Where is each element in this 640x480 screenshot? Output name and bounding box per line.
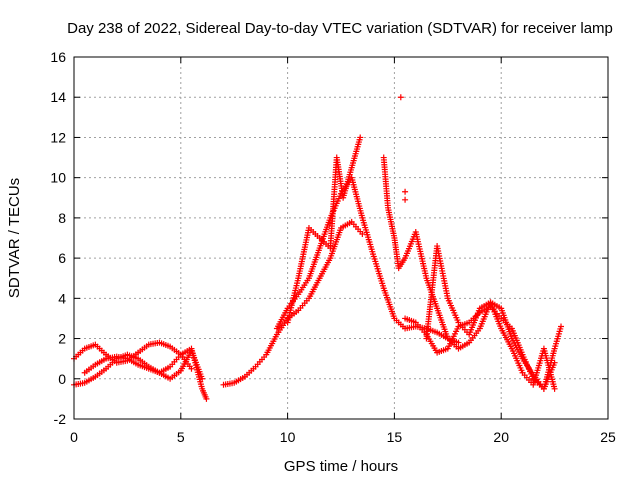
- series-arc-f: [284, 134, 364, 326]
- x-tick-label: 5: [177, 429, 185, 445]
- series-arc-d: [220, 218, 366, 388]
- x-tick-label: 25: [600, 429, 616, 445]
- y-tick-label: 4: [58, 290, 66, 306]
- y-tick-label: -2: [54, 411, 67, 427]
- y-tick-label: 12: [50, 129, 66, 145]
- y-tick-label: 2: [58, 331, 66, 347]
- y-tick-label: 16: [50, 49, 66, 65]
- x-axis-label: GPS time / hours: [284, 458, 398, 475]
- y-tick-label: 8: [58, 210, 66, 226]
- data-point: [455, 339, 462, 346]
- data-point: [359, 230, 366, 237]
- data-point: [203, 395, 210, 402]
- series-outliers: [397, 94, 409, 203]
- plot-frame: [73, 56, 609, 420]
- data-point: [402, 188, 409, 195]
- data-point: [402, 196, 409, 203]
- y-tick-label: 6: [58, 250, 66, 266]
- x-tick-label: 0: [70, 429, 78, 445]
- y-axis-label: SDTVAR / TECUs: [6, 178, 23, 298]
- y-tick-label: 10: [50, 170, 66, 186]
- series-arc-i: [423, 243, 558, 392]
- data-point: [357, 134, 364, 141]
- x-tick-label: 15: [387, 429, 403, 445]
- chart-title: Day 238 of 2022, Sidereal Day-to-day VTE…: [67, 20, 613, 37]
- y-tick-label: 0: [58, 371, 66, 387]
- data-point: [188, 365, 195, 372]
- data-point: [551, 385, 558, 392]
- data-point: [558, 323, 565, 330]
- y-tick-label: 14: [50, 89, 66, 105]
- x-tick-label: 20: [493, 429, 509, 445]
- series-arc-c: [81, 345, 210, 402]
- data-point: [397, 94, 404, 101]
- x-tick-label: 10: [280, 429, 296, 445]
